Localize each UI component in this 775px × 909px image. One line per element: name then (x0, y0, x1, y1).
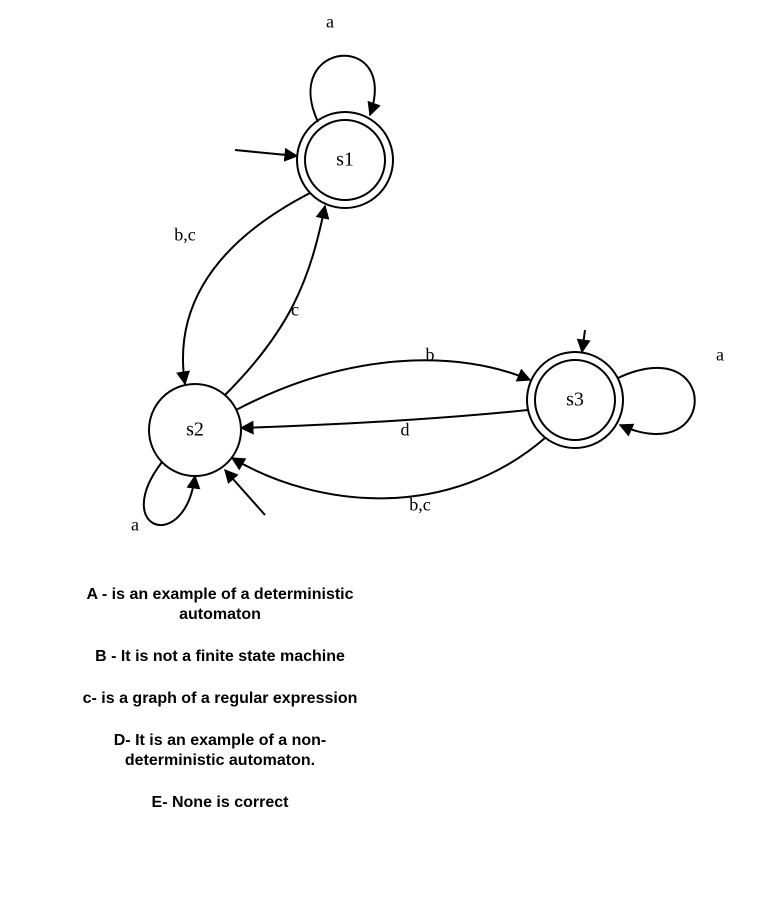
start-arrow-s3 (582, 330, 585, 352)
answer-a: A - is an example of a deterministic aut… (70, 585, 370, 625)
diagram-canvas: s1 s2 s3 a b,c c a b d b,c a A - is an e… (0, 0, 775, 909)
answer-choices: A - is an example of a deterministic aut… (70, 585, 370, 835)
edge-label-s1-s2: b,c (174, 225, 196, 246)
automaton-svg (0, 0, 775, 560)
start-arrow-s1 (235, 150, 297, 156)
label-s3: s3 (566, 389, 584, 412)
edge-label-s2-s3: b (426, 345, 435, 366)
edge-label-s1-loop: a (326, 12, 334, 33)
edge-s2-to-s1 (225, 206, 325, 395)
answer-b: B - It is not a finite state machine (70, 647, 370, 667)
answer-e: E- None is correct (70, 793, 370, 813)
edge-label-s3-s2-bc: b,c (409, 495, 431, 516)
edge-s3-to-s2-bc (232, 438, 545, 498)
edge-s2-loop (144, 462, 195, 525)
answer-d: D- It is an example of a non-determinist… (70, 731, 370, 771)
edge-label-s2-s1: c (291, 300, 299, 321)
label-s1: s1 (336, 149, 354, 172)
edge-label-s3-loop: a (716, 345, 724, 366)
label-s2: s2 (186, 419, 204, 442)
answer-c: c- is a graph of a regular expression (70, 689, 370, 709)
edge-s3-to-s2-d (241, 410, 528, 428)
edge-s3-loop (618, 368, 695, 434)
edge-label-s2-loop: a (131, 515, 139, 536)
edge-label-s3-s2-d: d (401, 420, 410, 441)
edge-s1-to-s2 (183, 193, 310, 384)
start-arrow-s2a (225, 470, 265, 515)
edge-s2-to-s3 (236, 360, 530, 410)
